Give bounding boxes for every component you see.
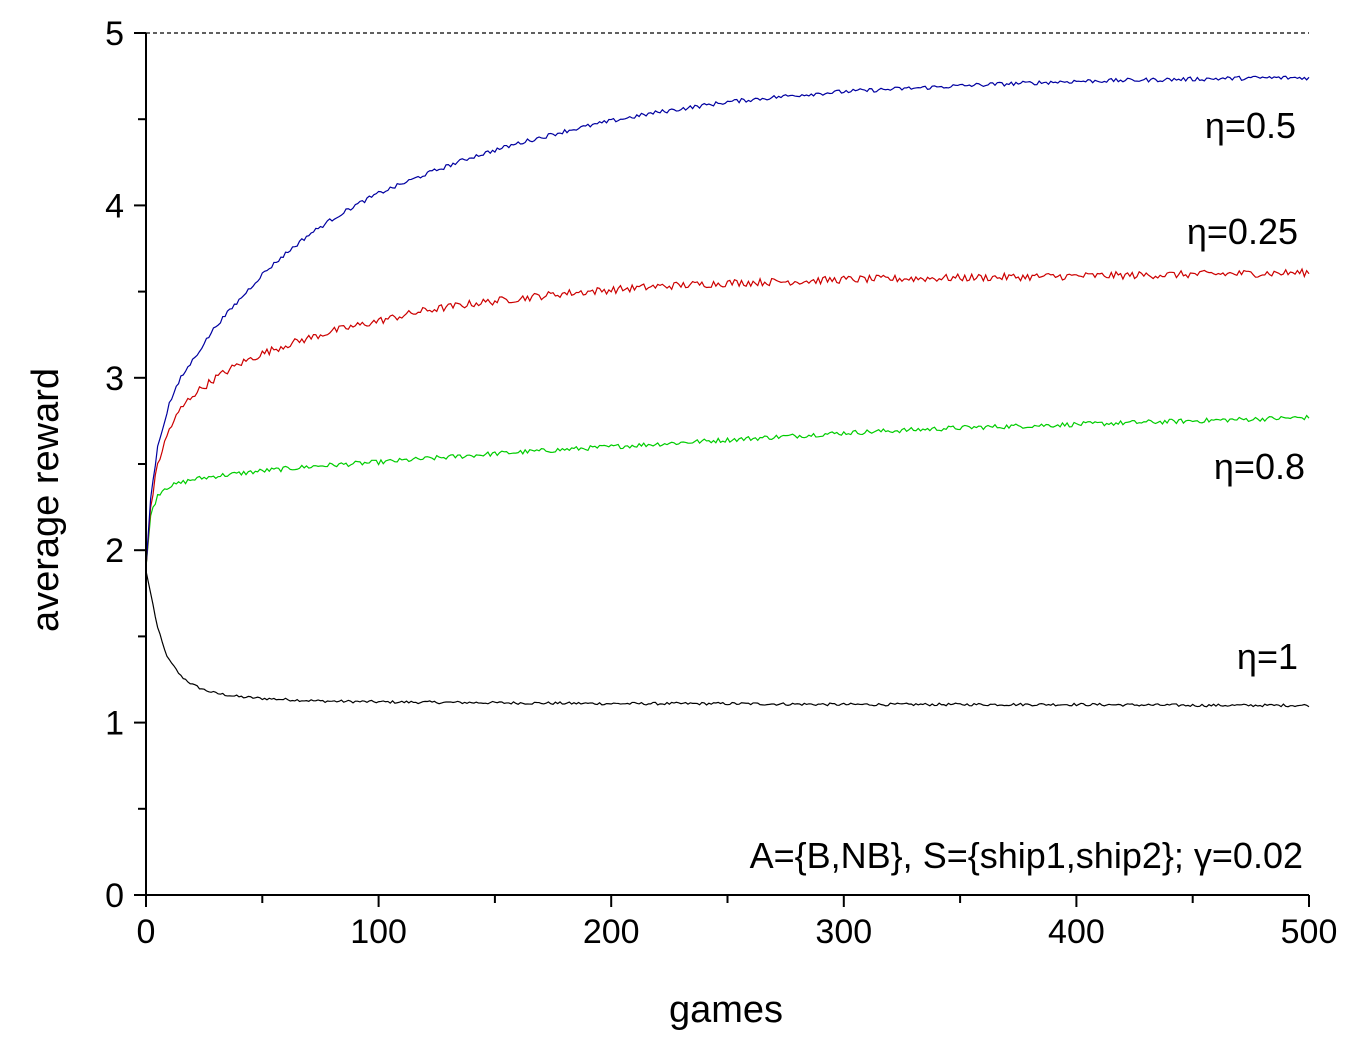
- chart-annotation: A={B,NB}, S={ship1,ship2}; γ=0.02: [750, 835, 1303, 876]
- series-line-2: [145, 267, 1310, 568]
- y-tick-label: 5: [105, 15, 124, 53]
- x-tick-label: 100: [350, 913, 407, 951]
- series-label-4: η=1: [1237, 636, 1298, 677]
- y-axis-title: average reward: [25, 368, 67, 632]
- x-tick-label: 400: [1048, 913, 1105, 951]
- x-tick-label: 200: [583, 913, 640, 951]
- axes-layer: [134, 32, 1310, 907]
- x-tick-label: 0: [137, 913, 156, 951]
- series-label-2: η=0.25: [1187, 211, 1298, 252]
- series-label-1: η=0.5: [1205, 105, 1296, 146]
- x-tick-label: 500: [1281, 913, 1338, 951]
- series-label-3: η=0.8: [1214, 446, 1305, 487]
- series-line-3: [145, 414, 1310, 568]
- y-tick-label: 4: [105, 187, 124, 225]
- y-tick-label: 2: [105, 532, 124, 570]
- y-tick-label: 1: [105, 705, 124, 743]
- series-line-1: [145, 75, 1310, 568]
- x-axis-title: games: [669, 989, 783, 1031]
- y-tick-label: 0: [105, 877, 124, 915]
- series-line-4: [145, 570, 1310, 708]
- labels-layer: 0 100 200 300 400 500 0 1 2 3 4 5 η=0.5 η=0.25 η=0.8 η=…: [105, 15, 1337, 951]
- x-tick-label: 300: [815, 913, 872, 951]
- series-layer: [145, 75, 1310, 708]
- y-tick-label: 3: [105, 360, 124, 398]
